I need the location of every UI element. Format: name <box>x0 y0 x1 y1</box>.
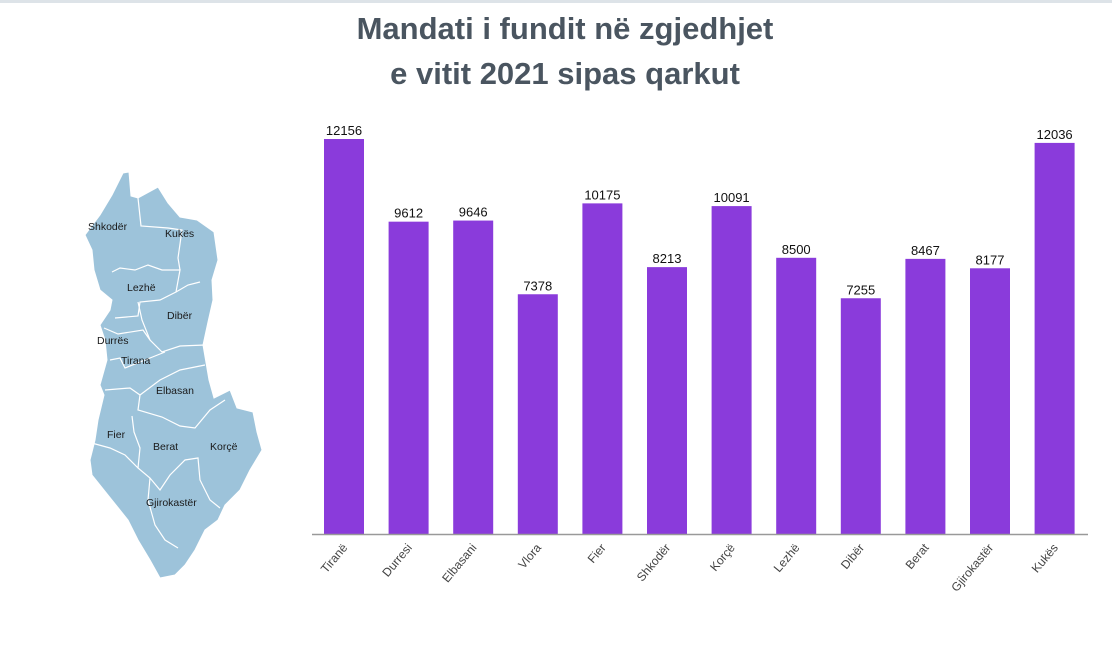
map-label-tirana: Tirana <box>121 355 151 367</box>
bar-6 <box>711 206 752 535</box>
bar-8 <box>840 298 881 534</box>
x-tick-label: Elbasani <box>439 541 479 585</box>
data-label: 9646 <box>459 205 488 220</box>
bar-2 <box>453 220 494 534</box>
x-tick-label: Durresi <box>379 541 415 580</box>
x-tick-label: Fier <box>585 541 609 566</box>
data-label: 8467 <box>911 243 940 258</box>
x-tick-label: Vlora <box>515 541 544 572</box>
data-label: 12156 <box>326 123 362 138</box>
bar-9 <box>905 258 946 534</box>
x-tick-label: Lezhë <box>771 541 803 575</box>
data-label: 9612 <box>394 206 423 221</box>
x-tick-label: Korçë <box>707 541 738 574</box>
bar-5 <box>647 267 687 534</box>
bar-3 <box>517 294 558 534</box>
data-label: 10175 <box>584 187 620 202</box>
x-tick-label: Dibër <box>838 541 867 572</box>
bar-0 <box>324 139 364 534</box>
x-tick-label: Gjirokastër <box>948 541 996 594</box>
top-border <box>0 0 1112 3</box>
data-label: 8500 <box>782 242 811 257</box>
map-label-shkoder: Shkodër <box>88 221 128 233</box>
map-label-elbasan: Elbasan <box>156 385 194 397</box>
data-label: 8177 <box>976 252 1005 267</box>
map-label-gjirokaster: Gjirokastër <box>146 497 197 509</box>
data-label: 12036 <box>1037 127 1073 142</box>
data-label: 8213 <box>653 251 682 266</box>
map-label-berat: Berat <box>153 441 178 453</box>
albania-map-shape <box>84 171 263 579</box>
bar-1 <box>388 221 429 534</box>
region-borders <box>87 197 226 549</box>
map-label-korce: Korçë <box>210 441 238 453</box>
map-label-durres: Durrës <box>97 335 129 347</box>
data-label: 10091 <box>714 190 750 205</box>
title-line-2: e vitit 2021 sipas qarkut <box>390 56 740 91</box>
data-label: 7378 <box>523 278 552 293</box>
chart-title: Mandati i fundit në zgjedhjet e vitit 20… <box>250 6 880 96</box>
map-label-fier: Fier <box>107 429 126 441</box>
map-label-lezhe: Lezhë <box>127 282 156 294</box>
map-label-kukes: Kukës <box>165 228 194 240</box>
data-label: 7255 <box>846 282 875 297</box>
title-line-1: Mandati i fundit në zgjedhjet <box>356 11 774 46</box>
x-tick-label: Kukës <box>1029 541 1061 576</box>
x-tick-label: Tiranë <box>318 541 351 576</box>
bar-4 <box>582 203 623 534</box>
bar-10 <box>970 268 1010 534</box>
bar-chart: 12156 Tiranë 9612 Durresi 9646 Elbasani 7378 Vl… <box>318 123 1075 594</box>
albania-map: Shkodër Kukës Lezhë Dibër Durrës Tirana … <box>84 171 263 579</box>
map-label-diber: Dibër <box>167 310 193 322</box>
bar-11 <box>1034 142 1075 535</box>
bar-7 <box>776 257 817 534</box>
x-tick-label: Shkodër <box>634 541 673 584</box>
x-tick-label: Berat <box>903 540 933 571</box>
